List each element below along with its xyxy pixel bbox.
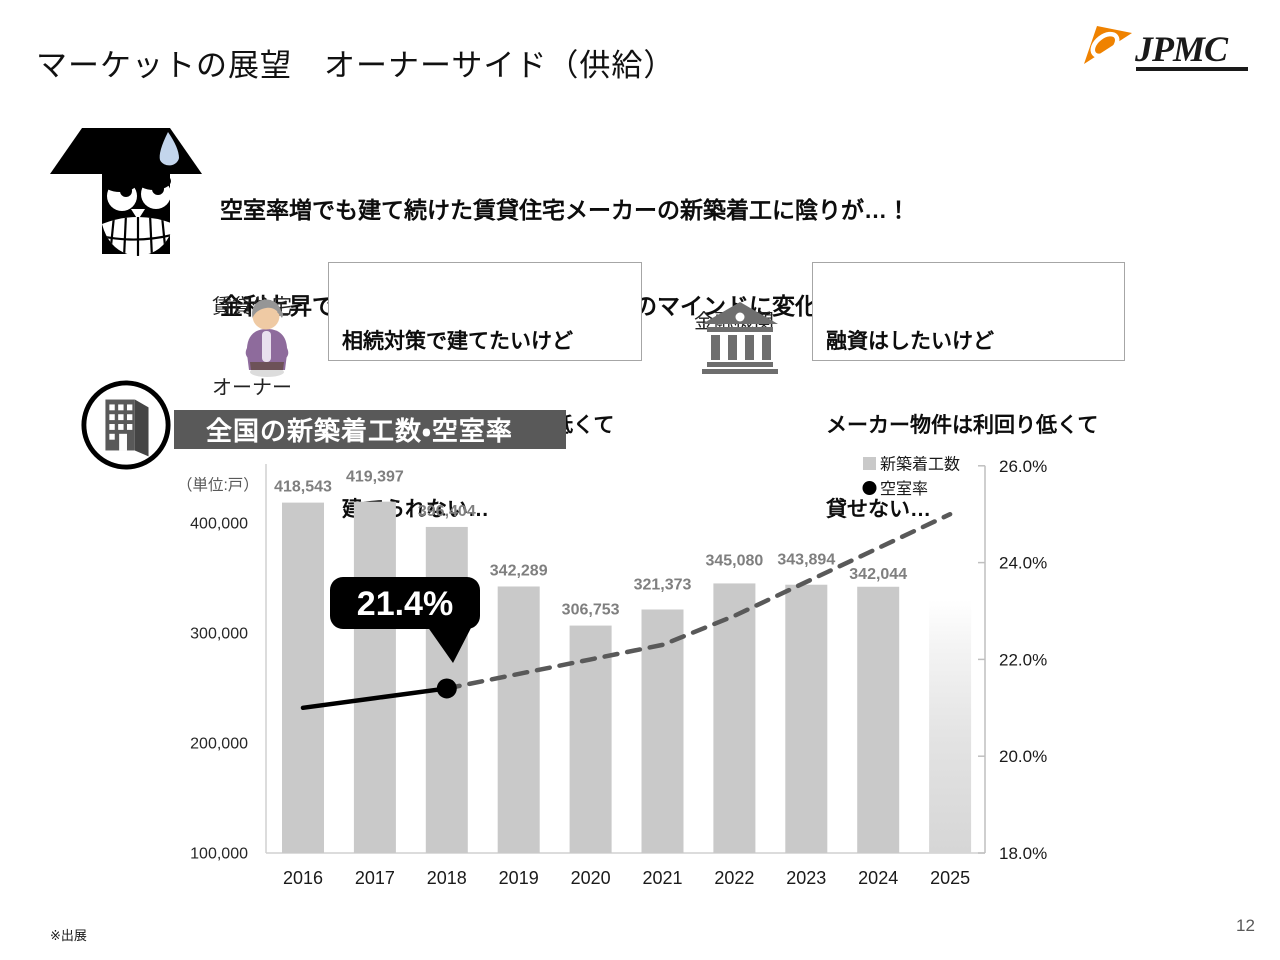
year-label-2023: 2023 xyxy=(786,868,826,888)
year-label-2025: 2025 xyxy=(930,868,970,888)
bar-value-label-2016: 418,543 xyxy=(274,479,332,496)
section-banner: 全国の新築着工数・空室率 xyxy=(174,410,566,449)
bank-speech-box: 融資はしたいけど メーカー物件は利回り低くて 貸せない… xyxy=(812,262,1125,521)
page-number: 12 xyxy=(1236,916,1255,935)
year-label-2016: 2016 xyxy=(283,868,323,888)
section-banner-title: 全国の新築着工数・空室率 xyxy=(206,416,513,446)
bar-value-label-2024: 342,044 xyxy=(849,566,907,583)
bar-value-label-2019: 342,289 xyxy=(490,562,548,579)
owner-speech-line1: 相続対策で建てたいけど xyxy=(342,330,573,353)
owner-speech-box: 相続対策で建てたいけど メーカー物件は利回り低くて 建てられない… xyxy=(328,262,642,521)
bar-value-label-2022: 345,080 xyxy=(705,552,763,569)
year-label-2019: 2019 xyxy=(499,868,539,888)
bank-building-icon xyxy=(702,302,778,374)
year-label-2017: 2017 xyxy=(355,868,395,888)
callout-bubble xyxy=(330,577,480,629)
callout-pointer xyxy=(427,626,472,663)
bar-value-label-2023: 343,894 xyxy=(777,552,835,569)
year-label-2018: 2018 xyxy=(427,868,467,888)
bar-2022 xyxy=(713,583,756,853)
building-circle-icon xyxy=(81,380,171,470)
bank-speech-line2: メーカー物件は利回り低くて xyxy=(826,414,1099,437)
left-axis-tick: 100,000 xyxy=(190,846,248,863)
jpmc-logo: JPMC xyxy=(1084,26,1248,71)
bank-speech-line3: 貸せない… xyxy=(826,498,931,521)
footnote-line1: ※出展 xyxy=(50,928,87,943)
bar-2017 xyxy=(353,501,396,853)
bar-2019 xyxy=(497,586,540,853)
year-label-2021: 2021 xyxy=(642,868,682,888)
unit-label: （単位:戸） xyxy=(177,476,259,494)
logo-underline xyxy=(1136,67,1248,71)
bar-2020 xyxy=(569,625,612,853)
right-axis-tick: 22.0% xyxy=(999,650,1047,669)
logo-swoosh-icon xyxy=(1090,31,1120,59)
combo-chart: （単位:戸） 400,000 300,000 200,000 100,000 26.0% 2… xyxy=(177,456,1047,889)
right-axis-tick: 18.0% xyxy=(999,844,1047,863)
legend-line-swatch xyxy=(862,481,877,495)
year-label-2024: 2024 xyxy=(858,868,898,888)
owner-person-icon xyxy=(245,299,289,377)
left-axis-tick: 400,000 xyxy=(190,516,248,533)
vacancy-rate-marker xyxy=(436,678,457,699)
bar-2023 xyxy=(785,584,828,853)
bar-2016 xyxy=(282,502,324,853)
page-title: マーケットの展望 オーナーサイド（供給） xyxy=(36,48,676,83)
source-footnote: ※出展 新築着工：国土交通省 新設住宅着工戸数 空室率：住宅・土地統計調査を基に… xyxy=(50,892,297,960)
left-axis-tick: 200,000 xyxy=(190,736,248,753)
bank-speech-line1: 融資はしたいけど xyxy=(826,330,994,353)
bar-value-label-2021: 321,373 xyxy=(634,576,692,593)
headline-line1: 空室率増でも建て続けた賃貸住宅メーカーの新築着工に陰りが…！ xyxy=(220,197,910,223)
sweat-drop-icon xyxy=(159,132,179,166)
legend-line-label: 空室率 xyxy=(880,480,928,498)
bar-value-label-2020: 306,753 xyxy=(562,602,620,619)
right-axis-tick: 26.0% xyxy=(999,457,1047,476)
year-label-2020: 2020 xyxy=(571,868,611,888)
callout-text: 21.4% xyxy=(357,585,453,623)
bar-value-label-2017: 419,397 xyxy=(346,469,404,486)
bar-2025 xyxy=(929,600,972,853)
vacancy-rate-dashed-line xyxy=(444,511,953,691)
logo-text: JPMC xyxy=(1134,29,1229,69)
left-axis-tick: 300,000 xyxy=(190,626,248,643)
bar-2024 xyxy=(857,586,900,853)
legend-bar-swatch xyxy=(863,457,876,470)
worried-house-character-icon xyxy=(50,128,202,256)
owner-label-line2: オーナー xyxy=(212,377,292,399)
right-axis-tick: 20.0% xyxy=(999,747,1047,766)
logo-triangle-icon xyxy=(1084,26,1132,64)
right-axis-tick: 24.0% xyxy=(999,554,1047,573)
bar-2021 xyxy=(641,609,684,853)
legend-bar-label: 新築着工数 xyxy=(880,456,960,474)
bar-value-label-2018: 396,404 xyxy=(418,503,476,520)
year-label-2022: 2022 xyxy=(714,868,754,888)
vacancy-rate-solid-line xyxy=(300,686,450,711)
